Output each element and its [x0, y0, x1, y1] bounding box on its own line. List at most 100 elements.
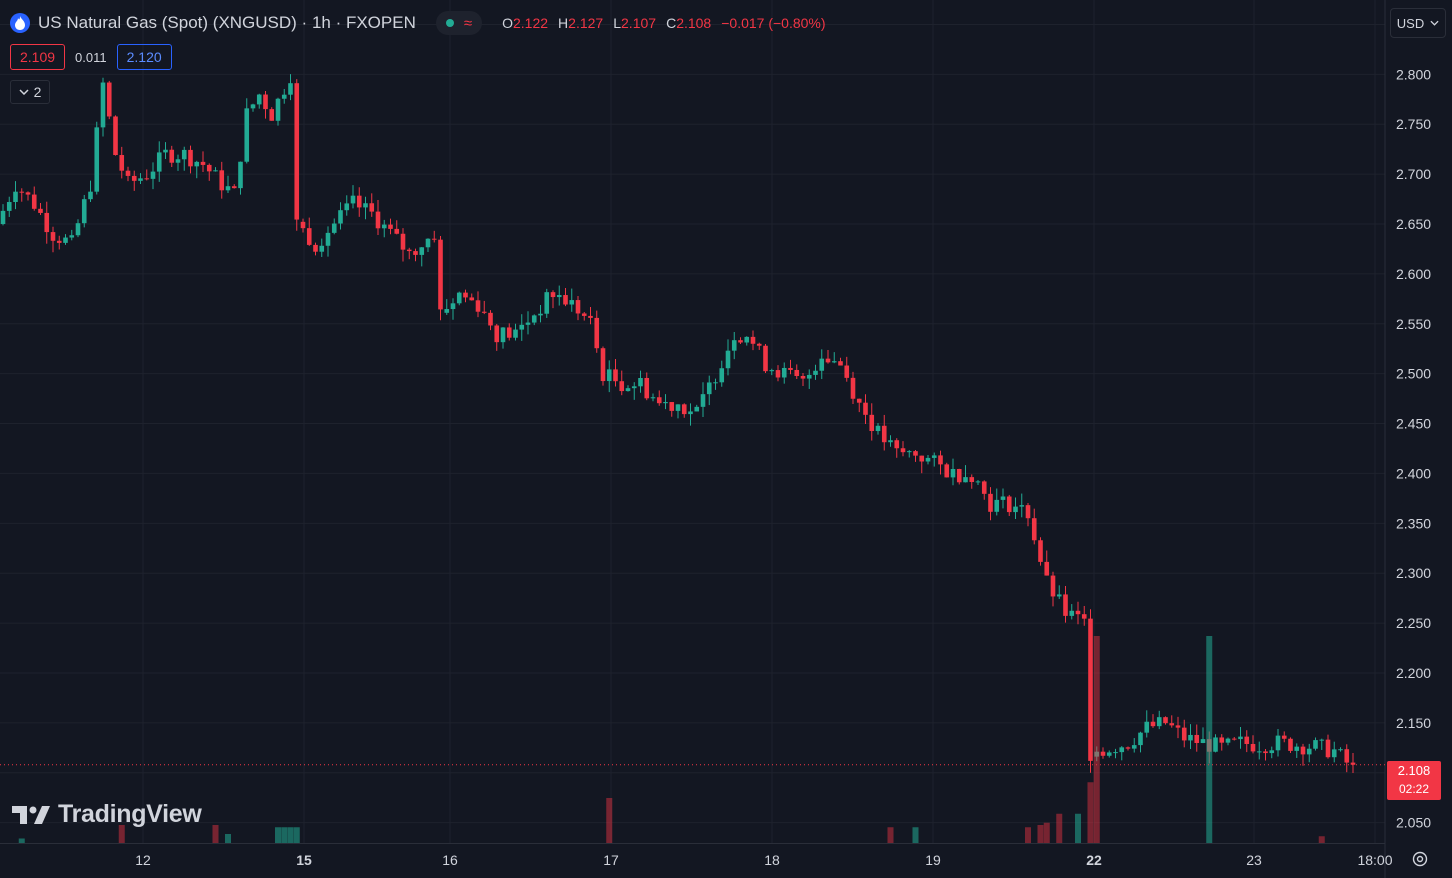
candle-body [1081, 614, 1087, 619]
low-label: L [613, 15, 622, 31]
tradingview-logo[interactable]: TradingView [12, 800, 202, 829]
candle-body [1006, 496, 1012, 513]
candle-body [725, 350, 731, 369]
chart-settings-button[interactable] [1409, 848, 1431, 870]
candle-body [1300, 746, 1306, 755]
candle-body [981, 481, 987, 494]
ohlc-values: O2.122 H2.127 L2.107 C2.108 −0.017 (−0.8… [502, 15, 825, 31]
volume-bar [1037, 825, 1044, 843]
candle-body [381, 224, 387, 229]
sell-price-button[interactable]: 2.109 [10, 44, 66, 70]
time-tick-label: 22 [1086, 852, 1102, 868]
candle-body [494, 325, 500, 343]
candle-body [1200, 739, 1206, 744]
candle-body [1050, 575, 1056, 597]
last-price-value: 2.108 [1397, 763, 1431, 778]
candle-body [1063, 594, 1068, 616]
candle-body [744, 336, 750, 343]
candle-body [231, 186, 237, 189]
candle-body [950, 469, 956, 478]
candle-body [906, 451, 912, 453]
candle-body [1144, 721, 1150, 733]
candle-body [1231, 738, 1237, 740]
candle-body [1275, 735, 1281, 751]
candle-body [244, 108, 250, 162]
candle-body [619, 381, 625, 392]
candle-body [106, 82, 112, 117]
candle-body [488, 312, 493, 326]
candle-body [781, 367, 787, 378]
candle-body [875, 425, 881, 432]
candle-body [581, 313, 587, 316]
candle-body [1194, 734, 1200, 744]
candle-body [1056, 594, 1062, 597]
candle-body [256, 94, 262, 105]
candle-body [250, 104, 256, 109]
volume-bar [118, 825, 125, 843]
buy-price-button[interactable]: 2.120 [116, 44, 172, 70]
candle-body [788, 367, 793, 370]
candle-body [969, 477, 975, 482]
tradingview-logo-icon [12, 805, 50, 824]
candle-body [1188, 734, 1193, 741]
candle-body [925, 457, 931, 462]
candle-body [63, 237, 68, 243]
candle-body [719, 368, 725, 383]
candle-body [1344, 749, 1350, 763]
volume-bar [1043, 822, 1050, 843]
candle-body [681, 404, 687, 415]
time-tick-label: 15 [296, 852, 312, 868]
candle-body [900, 448, 906, 453]
candle-body [213, 170, 218, 172]
candle-body [456, 292, 462, 304]
candle-body [1263, 751, 1268, 754]
candle-body [1025, 505, 1031, 519]
price-tick-label: 2.400 [1396, 465, 1431, 481]
candle-body [38, 208, 43, 213]
candle-body [1269, 750, 1275, 754]
candle-body [588, 315, 593, 318]
candle-body [838, 361, 843, 366]
candle-body [506, 327, 512, 338]
time-tick-label: 19 [925, 852, 941, 868]
candle-body [206, 164, 212, 172]
candle-body [631, 386, 637, 389]
candle-body [1294, 746, 1300, 751]
price-tick-label: 2.450 [1396, 416, 1431, 432]
candle-body [613, 369, 618, 382]
candle-body [650, 397, 656, 399]
indicators-toggle-button[interactable]: 2 [10, 80, 50, 104]
candle-body [363, 203, 368, 208]
volume-bar [275, 827, 281, 843]
currency-selector[interactable]: USD [1390, 8, 1446, 38]
candle-body [344, 203, 350, 211]
market-status[interactable]: ≈ [435, 11, 483, 35]
volume-bar [1206, 636, 1213, 843]
indicators-count: 2 [33, 84, 42, 100]
candle-body [756, 343, 762, 346]
candle-body [1125, 747, 1131, 749]
candle-body [813, 370, 818, 375]
candle-body [819, 358, 825, 371]
candle-body [1075, 610, 1081, 615]
volume-bar [1025, 827, 1031, 843]
candle-body [988, 493, 993, 512]
brand-name: TradingView [58, 800, 202, 828]
candle-body [1169, 723, 1175, 726]
time-tick-label: 18:00 [1357, 852, 1392, 868]
volume-bar [212, 825, 219, 843]
candle-body [663, 402, 668, 404]
candle-body [600, 348, 606, 382]
candle-body [944, 464, 950, 478]
chevron-down-icon [1430, 20, 1439, 26]
candle-body [1131, 745, 1137, 749]
candle-body [1288, 738, 1293, 751]
candle-body [1331, 749, 1337, 758]
candle-body [806, 374, 812, 379]
candle-body [694, 406, 700, 412]
bar-countdown: 02:22 [1398, 782, 1430, 796]
volume-bar [293, 827, 300, 843]
price-tick-label: 2.800 [1396, 66, 1431, 82]
symbol-title[interactable]: US Natural Gas (Spot) (XNGUSD) · 1h · FX… [38, 13, 416, 32]
